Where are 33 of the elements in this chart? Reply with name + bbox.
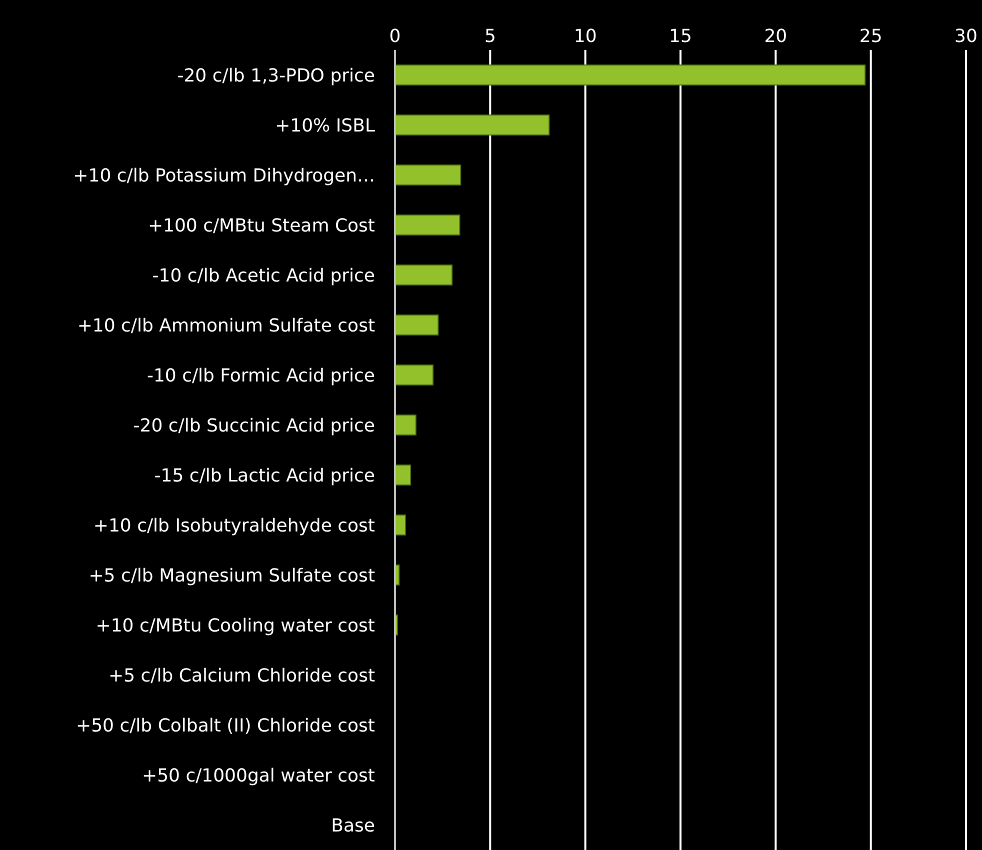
y-tick-label: -20 c/lb Succinic Acid price <box>133 415 375 436</box>
y-tick-label: +100 c/MBtu Steam Cost <box>148 215 375 236</box>
bar <box>395 414 416 436</box>
x-tick-label: 0 <box>389 26 401 47</box>
y-tick-label: +10 c/lb Isobutyraldehyde cost <box>93 515 375 536</box>
y-tick-label: Base <box>331 815 375 836</box>
y-tick-label: +10 c/lb Potassium Dihydrogen… <box>73 165 375 186</box>
y-tick-label: +50 c/lb Colbalt (II) Chloride cost <box>76 715 375 736</box>
x-tick-label: 25 <box>859 26 882 47</box>
y-tick-label: -15 c/lb Lactic Acid price <box>154 465 375 486</box>
bar <box>395 64 866 86</box>
x-tick-label: 5 <box>484 26 496 47</box>
x-tick-label: 20 <box>764 26 788 47</box>
x-tick-label: 10 <box>574 26 597 47</box>
bar <box>395 514 406 536</box>
y-tick-label: +50 c/1000gal water cost <box>142 765 375 786</box>
y-tick-label: -10 c/lb Formic Acid price <box>146 365 375 386</box>
y-tick-label: +10% ISBL <box>275 115 375 136</box>
bar <box>395 364 434 386</box>
y-tick-label: +10 c/lb Ammonium Sulfate cost <box>77 315 375 336</box>
bar <box>395 264 453 286</box>
bar <box>395 164 462 186</box>
x-tick-label: 30 <box>954 26 978 47</box>
bar <box>395 114 550 136</box>
y-tick-label: +5 c/lb Magnesium Sulfate cost <box>88 565 375 586</box>
y-tick-label: -10 c/lb Acetic Acid price <box>152 265 375 286</box>
y-tick-label: +10 c/MBtu Cooling water cost <box>96 615 375 636</box>
bar <box>395 464 412 486</box>
y-tick-label: +5 c/lb Calcium Chloride cost <box>108 665 375 686</box>
bar <box>395 214 460 236</box>
x-tick-label: 15 <box>669 26 692 47</box>
bar <box>395 314 439 336</box>
y-tick-label: -20 c/lb 1,3-PDO price <box>177 65 375 86</box>
